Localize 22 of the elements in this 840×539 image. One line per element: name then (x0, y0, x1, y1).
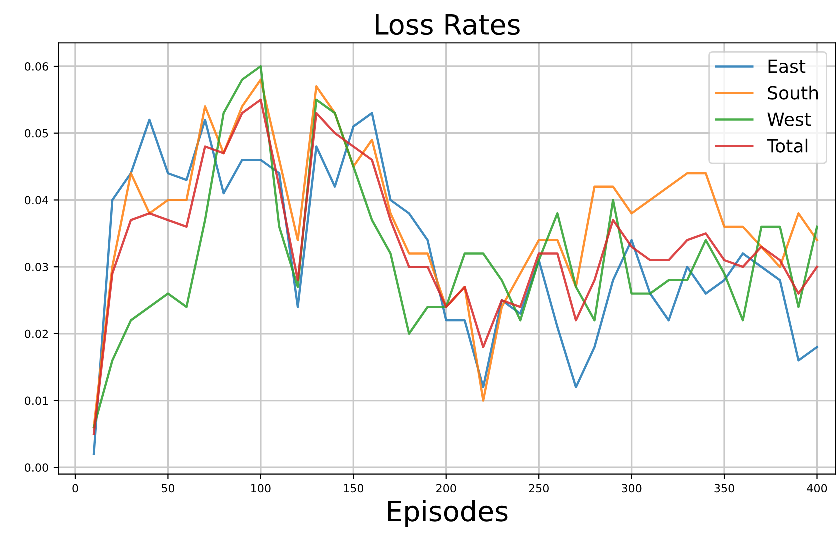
y-tick-label: 0.05 (25, 129, 48, 138)
x-tick-label: 50 (162, 484, 175, 493)
x-tick-label: 100 (252, 484, 271, 493)
x-tick-label: 400 (807, 484, 828, 493)
y-tick-label: 0.00 (25, 464, 48, 472)
y-tick-label: 0.06 (25, 62, 48, 71)
y-tick-label: 0.01 (25, 396, 48, 406)
x-tick-label: 200 (436, 484, 456, 493)
legend-label: West (768, 112, 812, 126)
y-tick-label: 0.02 (25, 330, 48, 338)
x-axis-title: Episodes (388, 500, 508, 528)
x-tick-label: 300 (622, 484, 642, 493)
x-tick-label: 350 (714, 484, 734, 493)
y-tick-label: 0.04 (25, 196, 48, 205)
x-tick-label: 250 (529, 484, 549, 493)
legend-label: East (768, 60, 806, 74)
x-tick-label: 0 (72, 484, 78, 493)
legend-label: South (768, 86, 818, 100)
x-tick-label: 150 (344, 484, 364, 493)
chart-title: Loss Rates (376, 14, 520, 36)
legend-label: Total (767, 138, 808, 153)
y-tick-label: 0.03 (25, 263, 48, 272)
